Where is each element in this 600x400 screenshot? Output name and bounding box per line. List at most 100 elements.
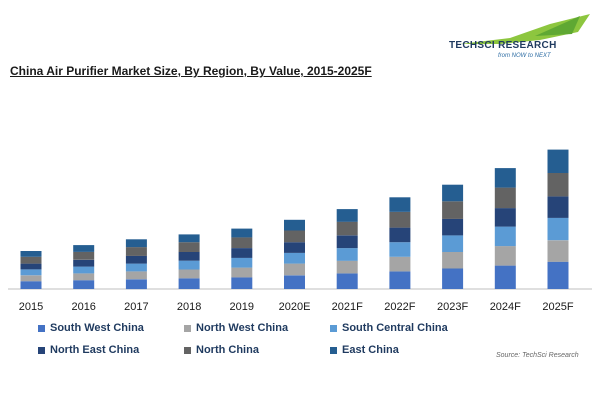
x-tick-label: 2020E — [279, 301, 311, 313]
bar-2024F-series-5 — [494, 168, 516, 188]
bar-2016-series-3 — [73, 259, 95, 267]
bar-2015-series-2 — [20, 269, 42, 276]
bar-2023F-series-3 — [442, 218, 464, 236]
bar-2021F-series-5 — [336, 209, 358, 222]
bar-2019-series-3 — [231, 248, 253, 258]
chart-legend: South West China North West China South Ce… — [38, 322, 468, 356]
legend-item: North East China — [38, 344, 184, 356]
bar-2021F-series-3 — [336, 235, 358, 249]
legend-item: North West China — [184, 322, 330, 334]
legend-label: North West China — [196, 322, 289, 334]
techsci-logo — [460, 14, 590, 44]
bar-2019-series-2 — [231, 257, 253, 268]
bar-2016-series-5 — [73, 245, 95, 252]
chart-title: China Air Purifier Market Size, By Regio… — [10, 64, 372, 78]
bar-2023F-series-0 — [442, 268, 464, 289]
bar-2015-series-1 — [20, 275, 42, 282]
bar-2018-series-4 — [178, 242, 200, 252]
legend-swatch — [330, 346, 337, 354]
bar-2020E-series-3 — [284, 242, 305, 253]
legend-label: South West China — [50, 322, 144, 334]
bar-2025F-series-3 — [547, 196, 569, 218]
bar-2021F-series-1 — [336, 260, 358, 274]
bar-2015-series-0 — [20, 281, 42, 289]
legend-swatch — [38, 324, 45, 332]
bar-2020E-series-1 — [284, 263, 305, 276]
bar-2025F-series-5 — [547, 149, 569, 173]
bar-2022F-series-2 — [389, 242, 411, 257]
bar-2020E-series-5 — [284, 219, 305, 231]
bar-2020E-series-4 — [284, 230, 305, 243]
x-tick-label: 2016 — [71, 301, 95, 313]
bar-2019-series-1 — [231, 267, 253, 278]
bar-2018-series-1 — [178, 269, 200, 279]
bar-2023F-series-2 — [442, 235, 464, 252]
x-tick-label: 2017 — [124, 301, 148, 313]
bar-2021F-series-0 — [336, 273, 358, 289]
x-tick-label: 2025F — [542, 301, 573, 313]
bar-2025F-series-1 — [547, 240, 569, 262]
bar-2017-series-4 — [125, 247, 147, 256]
legend-label: North East China — [50, 344, 140, 356]
x-tick-label: 2023F — [437, 301, 468, 313]
bar-2025F-series-0 — [547, 261, 569, 289]
bar-2024F-series-2 — [494, 226, 516, 247]
bar-2018-series-5 — [178, 234, 200, 243]
bar-2016-series-4 — [73, 251, 95, 260]
bar-2024F-series-3 — [494, 208, 516, 227]
bar-2017-series-0 — [125, 279, 147, 290]
bar-2024F-series-1 — [494, 246, 516, 266]
bar-2017-series-5 — [125, 239, 147, 248]
bar-2021F-series-2 — [336, 248, 358, 261]
bar-2021F-series-4 — [336, 221, 358, 236]
bar-2023F-series-5 — [442, 184, 464, 202]
legend-item: East China — [330, 344, 476, 356]
legend-label: South Central China — [342, 322, 448, 334]
legend-item: North China — [184, 344, 330, 356]
legend-swatch — [330, 324, 337, 332]
x-tick-label: 2024F — [490, 301, 521, 313]
bar-2017-series-2 — [125, 263, 147, 272]
source-note: Source: TechSci Research — [496, 352, 579, 359]
legend-item: South West China — [38, 322, 184, 334]
bar-2023F-series-4 — [442, 201, 464, 219]
legend-label: North China — [196, 344, 259, 356]
x-tick-label: 2015 — [19, 301, 43, 313]
bar-2025F-series-4 — [547, 173, 569, 197]
bar-2017-series-1 — [125, 271, 147, 280]
bar-2022F-series-0 — [389, 271, 411, 289]
bar-2022F-series-1 — [389, 256, 411, 272]
bar-2022F-series-3 — [389, 227, 411, 243]
bar-2019-series-4 — [231, 237, 253, 248]
bar-2022F-series-5 — [389, 197, 411, 212]
legend-label: East China — [342, 344, 399, 356]
x-tick-label: 2021F — [332, 301, 363, 313]
bar-2024F-series-4 — [494, 187, 516, 209]
stacked-bar-chart: 2015 2016 2017 2018 2019 2020E 2021F 2022F 2023F… — [8, 149, 592, 313]
bar-2015-series-4 — [20, 256, 42, 264]
bar-2023F-series-1 — [442, 251, 464, 269]
legend-swatch — [184, 324, 191, 332]
brand-name: TECHSCI RESEARCH — [449, 40, 557, 51]
x-tick-label: 2019 — [230, 301, 254, 313]
bar-2018-series-0 — [178, 278, 200, 289]
bar-2019-series-5 — [231, 228, 253, 238]
legend-swatch — [184, 346, 191, 354]
bar-2020E-series-2 — [284, 252, 305, 264]
bar-2022F-series-4 — [389, 212, 411, 228]
bar-2015-series-5 — [20, 251, 42, 257]
bar-2017-series-3 — [125, 255, 147, 264]
bar-2024F-series-0 — [494, 265, 516, 289]
bar-2016-series-1 — [73, 273, 95, 281]
bar-2018-series-3 — [178, 251, 200, 261]
bar-2025F-series-2 — [547, 217, 569, 241]
x-tick-label: 2022F — [384, 301, 415, 313]
x-tick-label: 2018 — [177, 301, 201, 313]
bar-2016-series-0 — [73, 280, 95, 289]
bar-2019-series-0 — [231, 277, 253, 289]
bar-2020E-series-0 — [284, 275, 305, 289]
legend-swatch — [38, 346, 45, 354]
bar-2018-series-2 — [178, 260, 200, 270]
bar-2016-series-2 — [73, 266, 95, 274]
legend-item: South Central China — [330, 322, 476, 334]
